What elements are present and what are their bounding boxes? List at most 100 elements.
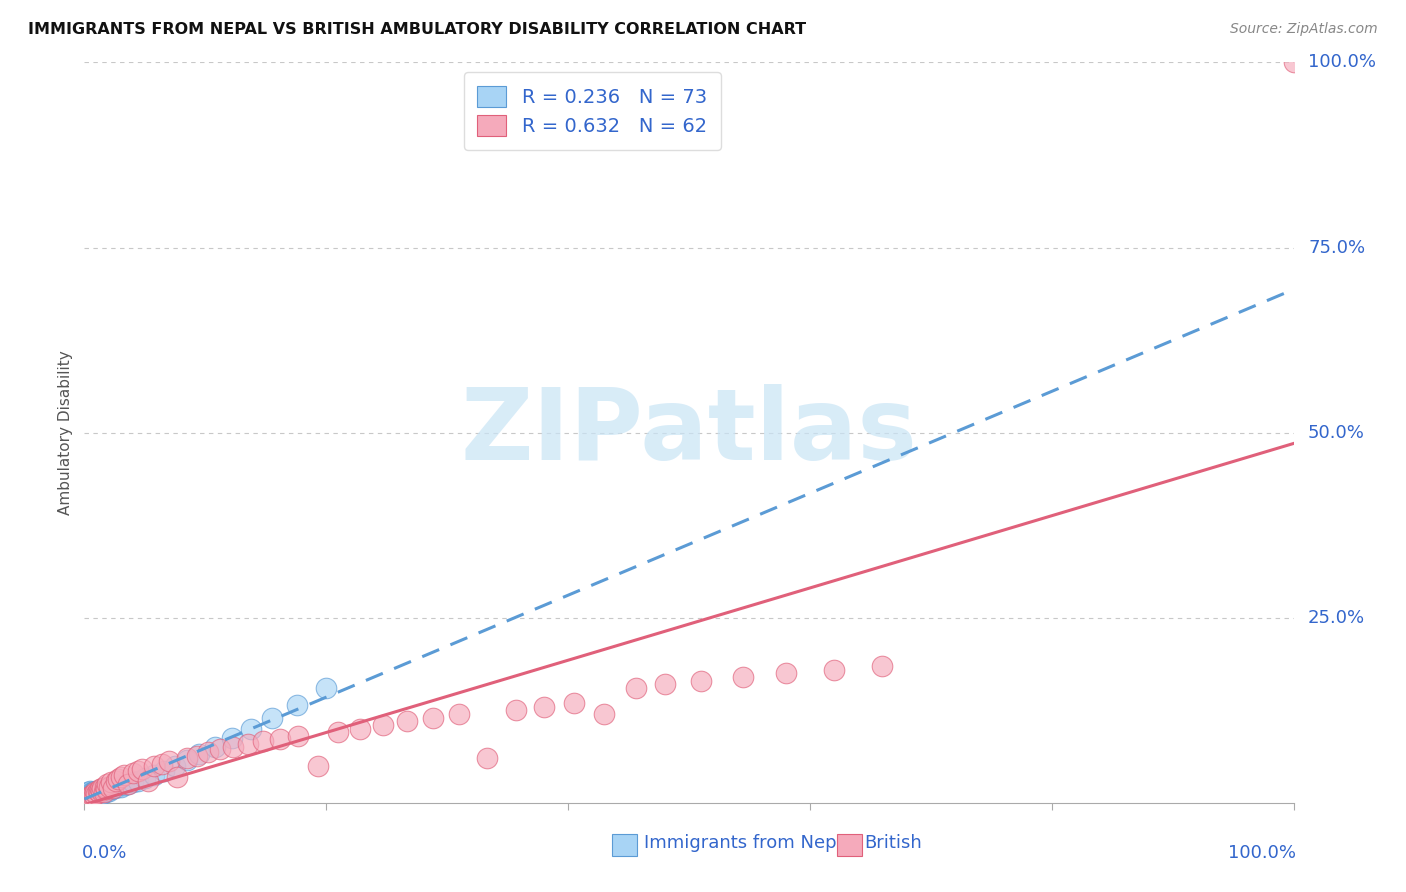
Point xyxy=(143,758,166,772)
Point xyxy=(82,787,104,801)
Point xyxy=(77,791,100,805)
Point xyxy=(79,789,101,803)
Point xyxy=(82,791,104,805)
Point xyxy=(186,749,208,764)
Point xyxy=(86,787,108,801)
Point xyxy=(166,770,188,784)
Point xyxy=(100,782,122,797)
Point xyxy=(83,788,105,802)
Point xyxy=(80,789,103,803)
Point xyxy=(77,792,100,806)
Point xyxy=(396,714,419,729)
Point xyxy=(82,785,104,799)
Point xyxy=(157,755,180,769)
Point xyxy=(75,787,97,801)
Point xyxy=(127,773,149,788)
Point xyxy=(690,673,713,688)
Point xyxy=(104,773,127,788)
Point xyxy=(176,753,198,767)
Point xyxy=(208,742,231,756)
Point xyxy=(104,780,127,795)
Text: Source: ZipAtlas.com: Source: ZipAtlas.com xyxy=(1230,22,1378,37)
Point xyxy=(221,731,243,745)
Point xyxy=(153,764,176,778)
Point xyxy=(86,785,108,799)
Point xyxy=(593,706,616,721)
Point xyxy=(165,758,187,772)
Text: 100.0%: 100.0% xyxy=(1227,844,1296,862)
Point xyxy=(98,781,121,796)
Point xyxy=(83,789,105,803)
Point xyxy=(94,784,117,798)
Point xyxy=(143,767,166,781)
Point xyxy=(112,778,135,792)
Point xyxy=(77,792,100,806)
Point xyxy=(77,789,100,803)
Point xyxy=(117,777,139,791)
Point xyxy=(90,785,112,799)
Point xyxy=(117,776,139,790)
Point xyxy=(87,785,110,799)
Point xyxy=(83,785,105,799)
Point xyxy=(269,732,291,747)
Point xyxy=(449,706,471,721)
Point xyxy=(562,696,585,710)
Point xyxy=(86,789,108,804)
Point xyxy=(110,780,132,794)
Point xyxy=(475,751,498,765)
Point xyxy=(89,786,111,800)
Point xyxy=(76,789,98,804)
Text: 50.0%: 50.0% xyxy=(1308,424,1365,442)
Point xyxy=(134,772,156,786)
Point xyxy=(204,739,226,754)
Point xyxy=(624,681,647,695)
Point xyxy=(733,670,755,684)
Point xyxy=(84,789,107,804)
Point xyxy=(872,658,894,673)
Point xyxy=(260,711,283,725)
Point xyxy=(307,758,329,772)
Point xyxy=(76,786,98,800)
Point xyxy=(79,789,101,804)
Point xyxy=(77,785,100,799)
Point xyxy=(107,772,129,786)
Text: Immigrants from Nepal: Immigrants from Nepal xyxy=(644,834,853,852)
Point xyxy=(1282,55,1305,70)
Text: ZIPatlas: ZIPatlas xyxy=(461,384,917,481)
Point xyxy=(86,789,108,803)
Point xyxy=(77,787,100,801)
Point xyxy=(96,777,118,791)
Text: 100.0%: 100.0% xyxy=(1308,54,1376,71)
Point xyxy=(103,780,125,795)
Y-axis label: Ambulatory Disability: Ambulatory Disability xyxy=(58,351,73,515)
Point xyxy=(84,785,107,799)
Point xyxy=(138,773,160,788)
Point xyxy=(533,699,555,714)
Point xyxy=(97,780,120,795)
Point xyxy=(287,729,309,743)
Point xyxy=(77,785,100,799)
Legend: R = 0.236   N = 73, R = 0.632   N = 62: R = 0.236 N = 73, R = 0.632 N = 62 xyxy=(464,72,721,150)
Point xyxy=(94,780,117,794)
Point xyxy=(75,789,97,804)
Point xyxy=(75,792,97,806)
Point xyxy=(775,666,797,681)
Point xyxy=(505,703,527,717)
Point xyxy=(84,787,107,801)
Point xyxy=(328,725,350,739)
Point xyxy=(76,791,98,805)
Point xyxy=(94,781,117,796)
Point xyxy=(252,734,274,748)
Point xyxy=(236,737,259,751)
Point xyxy=(89,782,111,797)
Text: British: British xyxy=(865,834,922,852)
Point xyxy=(127,764,149,778)
Point xyxy=(75,794,97,808)
Point xyxy=(93,785,115,799)
Point xyxy=(77,789,100,804)
Point xyxy=(105,780,128,795)
Point xyxy=(131,762,153,776)
Point xyxy=(96,782,118,797)
Point xyxy=(94,785,117,799)
Point xyxy=(90,784,112,798)
